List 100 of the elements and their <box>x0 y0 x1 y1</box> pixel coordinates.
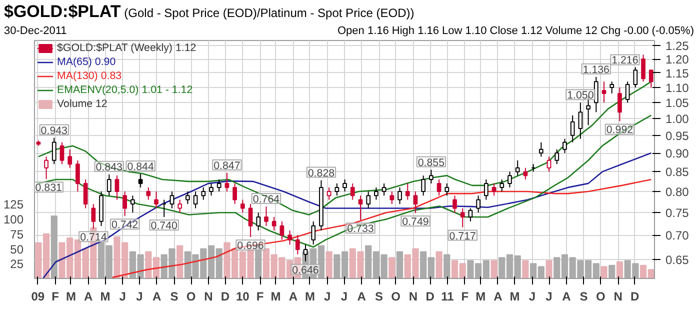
x-tick-label: A <box>357 290 366 304</box>
y-tick-label: 0.90 <box>666 146 690 161</box>
candlestick <box>460 208 465 228</box>
x-tick-label: J <box>324 290 331 304</box>
candlestick <box>209 182 214 196</box>
chart-subtitle: 30-Dec-2011 <box>4 24 67 40</box>
candlestick <box>154 191 158 209</box>
candlestick <box>334 182 340 196</box>
annotation: 0.717 <box>449 230 476 242</box>
candlestick <box>272 216 276 231</box>
text: Open 1.16 High 1.16 Low 1.10 Close 1.12 Volume 12 Chg -0.00 (-0.05%) <box>337 24 694 40</box>
candlestick <box>436 178 442 196</box>
candlestick <box>398 186 402 204</box>
candlestick <box>114 175 120 200</box>
candlestick <box>515 160 520 176</box>
candlestick <box>641 54 646 82</box>
y2-tick-label: 100 <box>3 212 24 226</box>
candlestick <box>240 199 245 214</box>
x-tick-label: A <box>84 290 94 304</box>
y2-tick-label: 75 <box>10 227 24 242</box>
x-tick-label: D <box>220 290 230 304</box>
candlestick <box>562 138 567 154</box>
candlestick <box>248 203 253 238</box>
candlestick <box>538 142 544 158</box>
candlestick <box>468 208 473 222</box>
candlestick <box>554 148 560 165</box>
candlestick <box>193 191 198 209</box>
candlestick <box>106 174 112 196</box>
candlestick <box>476 195 480 214</box>
legend-label: $GOLD:$PLAT (Weekly) 1.12 <box>57 42 196 54</box>
x-tick-label: O <box>596 290 606 304</box>
candlestick <box>578 102 583 140</box>
candlestick <box>523 167 528 180</box>
candlestick <box>594 76 598 113</box>
candlestick <box>492 182 496 196</box>
annotation: 1.216 <box>612 54 638 67</box>
candlestick <box>232 182 237 204</box>
x-tick-label: S <box>580 290 588 304</box>
y-tick-label: 0.80 <box>666 185 690 200</box>
annotation: 1.136 <box>582 64 610 76</box>
candlestick <box>508 171 512 188</box>
candlestick <box>546 156 552 172</box>
candlestick <box>382 182 386 196</box>
candlestick <box>178 199 182 214</box>
candlestick <box>138 174 143 188</box>
annotation: 0.646 <box>292 264 319 276</box>
candlestick <box>625 81 630 104</box>
annotation: 0.749 <box>402 216 429 228</box>
candlestick <box>288 230 292 246</box>
legend-label: Volume 12 <box>57 98 108 110</box>
y-tick-label: 1.25 <box>666 39 690 54</box>
candlestick <box>421 175 426 196</box>
x-tick-label: N <box>204 290 213 304</box>
candlestick <box>374 186 378 200</box>
x-tick-label: S <box>170 290 178 304</box>
x-tick-label: S <box>375 290 384 304</box>
x-tick-label: O <box>186 290 196 304</box>
x-tick-label: A <box>494 290 503 304</box>
y2-tick-label: 125 <box>3 198 24 212</box>
candlestick <box>122 191 128 217</box>
candlestick <box>146 186 151 200</box>
y-tick-label: 0.70 <box>666 228 690 243</box>
x-tick-label: N <box>408 290 418 304</box>
candlestick <box>342 178 347 192</box>
y-tick-label: 1.05 <box>666 96 690 110</box>
candlestick <box>185 191 190 204</box>
legend-label: EMAENV(20,5.0) 1.01 - 1.12 <box>57 84 193 96</box>
x-tick-label: M <box>66 290 76 304</box>
x-tick-label: O <box>391 290 401 304</box>
annotation: 0.831 <box>35 182 62 194</box>
candlestick <box>68 148 72 168</box>
x-tick-label: M <box>304 290 315 304</box>
candlestick <box>44 156 48 180</box>
candlestick <box>500 178 504 192</box>
x-tick-label: A <box>152 290 162 304</box>
y2-tick-label: 25 <box>10 257 24 272</box>
annotation: 0.733 <box>347 223 374 236</box>
x-tick-label: J <box>340 290 348 304</box>
x-tick-label: J <box>119 290 126 304</box>
candlestick <box>358 195 363 221</box>
x-tick-label: M <box>510 290 520 304</box>
candlestick <box>216 178 222 192</box>
x-tick-label: F <box>461 290 469 304</box>
candlestick <box>405 182 410 200</box>
annotation: 0.847 <box>214 160 240 172</box>
legend-label: MA(65) 0.90 <box>57 56 116 68</box>
candlestick <box>264 206 268 226</box>
x-tick-label: M <box>270 290 281 304</box>
candlestick <box>648 70 654 88</box>
candlestick <box>444 182 450 196</box>
candlestick <box>602 81 606 104</box>
y2-tick-label: 50 <box>10 242 24 256</box>
candlestick <box>256 212 261 231</box>
candlestick <box>429 169 434 184</box>
y-tick-label: 0.95 <box>666 128 690 143</box>
candlestick <box>618 86 622 122</box>
x-tick-label: 11 <box>441 290 454 304</box>
candlestick <box>326 186 332 200</box>
candlestick <box>60 142 64 165</box>
y-tick-label: 0.85 <box>666 165 690 180</box>
